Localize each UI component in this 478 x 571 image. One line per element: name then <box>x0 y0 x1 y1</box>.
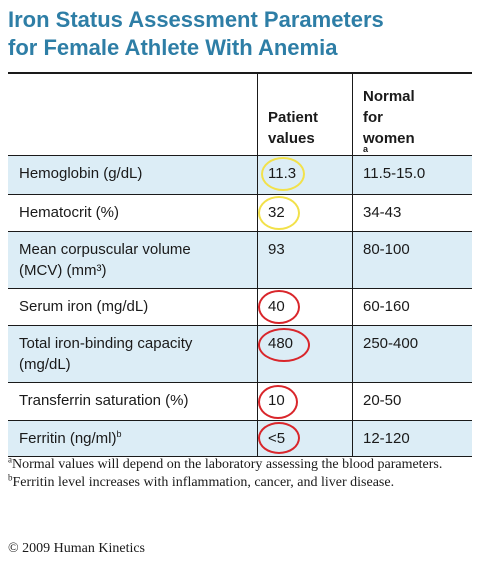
highlight-circle <box>258 385 298 419</box>
table-row: Transferrin saturation (%) 10 20-50 <box>8 382 472 420</box>
table-title: Iron Status Assessment Parameters for Fe… <box>8 6 470 62</box>
highlight-circle <box>258 196 300 230</box>
footnote-a-marker: a <box>8 454 12 465</box>
footnote-a: aNormal values will depend on the labora… <box>8 454 474 473</box>
highlight-circle <box>258 328 310 362</box>
parameter-cell: Transferrin saturation (%) <box>19 392 189 409</box>
parameter-cell: Hemoglobin (g/dL) <box>19 165 143 182</box>
parameter-line-1: Total iron-binding capacity <box>19 335 193 352</box>
iron-status-table: Patient values Normal for women a Hemoglo… <box>8 72 472 457</box>
highlight-circle <box>261 157 305 191</box>
normal-range-cell: 34-43 <box>352 195 472 231</box>
patient-value-cell: 32 <box>257 195 352 231</box>
header-normal-for-women: Normal for women a <box>352 74 472 155</box>
footnote-b-marker: b <box>8 472 13 483</box>
patient-value-cell: 40 <box>257 289 352 325</box>
table-row: Hematocrit (%) 32 34-43 <box>8 194 472 231</box>
normal-range-cell: 80-100 <box>352 232 472 288</box>
patient-value-cell: 11.3 <box>257 156 352 194</box>
patient-value-cell: 480 <box>257 326 352 382</box>
highlight-circle <box>258 422 300 454</box>
parameter-line-1: Mean corpuscular volume <box>19 241 191 258</box>
header-patient-line-2: values <box>268 130 315 147</box>
normal-range-cell: 20-50 <box>352 383 472 420</box>
footnote-marker-b: b <box>116 429 122 439</box>
parameter-line-2: (MCV) (mm³) <box>19 262 107 279</box>
normal-range-cell: 60-160 <box>352 289 472 325</box>
parameter-cell: Ferritin (ng/ml)b <box>8 421 257 456</box>
table-row: Mean corpuscular volume (MCV) (mm³) 93 8… <box>8 231 472 288</box>
header-patient-line-1: Patient <box>268 109 319 126</box>
normal-range-cell: 250-400 <box>352 326 472 382</box>
parameter-cell: Serum iron (mg/dL) <box>19 298 149 315</box>
header-patient-values: Patient values <box>257 74 352 155</box>
parameter-cell: Total iron-binding capacity (mg/dL) <box>8 326 257 382</box>
highlight-circle <box>258 290 300 324</box>
header-parameter <box>8 74 257 155</box>
patient-value-cell: 10 <box>257 383 352 420</box>
header-normal-line-2: for <box>363 109 383 126</box>
parameter-cell: Hematocrit (%) <box>19 204 120 221</box>
footnote-b: bFerritin level increases with inflammat… <box>8 472 474 491</box>
footnote-a-text: Normal values will depend on the laborat… <box>12 457 443 472</box>
normal-range-cell: 11.5-15.0 <box>352 156 472 194</box>
header-normal-line-3: women a <box>363 128 472 154</box>
title-line-1: Iron Status Assessment Parameters <box>8 7 384 32</box>
footnotes: aNormal values will depend on the labora… <box>8 454 474 492</box>
title-line-2: for Female Athlete With Anemia <box>8 35 338 60</box>
table-row: Serum iron (mg/dL) 40 60-160 <box>8 288 472 325</box>
parameter-text: Ferritin (ng/ml) <box>19 430 117 447</box>
table-row: Total iron-binding capacity (mg/dL) 480 … <box>8 325 472 382</box>
patient-value-cell: <5 <box>257 421 352 456</box>
table-header-row: Patient values Normal for women a <box>8 74 472 155</box>
table-row: Ferritin (ng/ml)b <5 12-120 <box>8 420 472 456</box>
patient-value-cell: 93 <box>257 232 352 288</box>
parameter-cell: Mean corpuscular volume (MCV) (mm³) <box>8 232 257 288</box>
copyright-text: © 2009 Human Kinetics <box>8 541 146 556</box>
footnote-b-text: Ferritin level increases with inflammati… <box>12 475 395 490</box>
normal-range-cell: 12-120 <box>352 421 472 456</box>
header-normal-line-1: Normal <box>363 88 415 105</box>
table-row: Hemoglobin (g/dL) 11.3 11.5-15.0 <box>8 155 472 194</box>
header-normal-word: women <box>363 130 415 147</box>
parameter-line-2: (mg/dL) <box>19 356 71 373</box>
